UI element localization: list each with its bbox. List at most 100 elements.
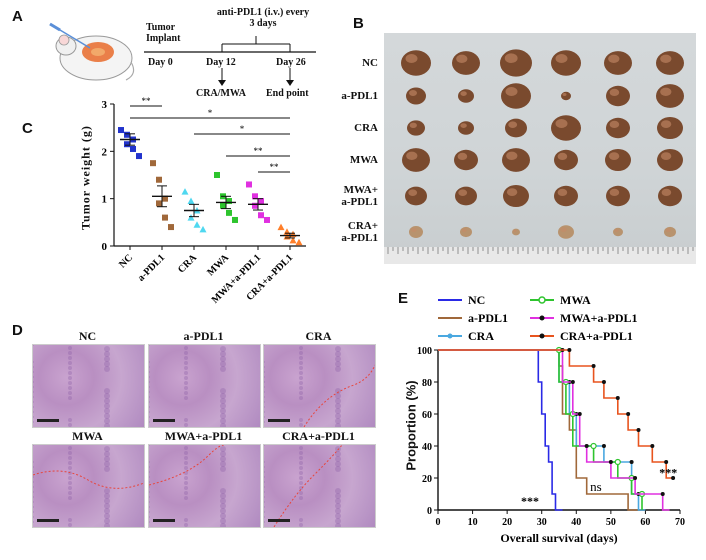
histology-texture	[149, 486, 150, 488]
tumor-specimen	[460, 226, 472, 238]
histology-texture	[299, 481, 303, 485]
tumor-highlight	[608, 152, 620, 160]
c-data-point	[156, 176, 162, 183]
histology-texture	[335, 403, 341, 409]
histology-texture	[68, 381, 72, 385]
histology-texture	[335, 518, 341, 524]
histology-texture	[33, 406, 34, 408]
scale-bar	[37, 519, 59, 522]
c-data-point	[220, 202, 226, 209]
histology-texture	[184, 418, 188, 422]
histology-texture	[184, 481, 188, 485]
c-data-point	[124, 141, 130, 148]
histology-texture	[68, 351, 72, 355]
histology-texture	[68, 491, 72, 495]
histology-texture	[184, 518, 188, 522]
tumor-group-label: MWA+ a-PDL1	[341, 184, 378, 208]
tumor-specimen	[656, 51, 684, 75]
histology-texture	[149, 401, 150, 403]
histology-texture	[184, 391, 188, 395]
histology-texture	[104, 366, 110, 372]
tumor-specimen	[554, 149, 578, 171]
c-data-point	[130, 145, 136, 152]
histology-image	[32, 444, 145, 528]
c-data-point	[136, 153, 142, 160]
tumor-specimen	[406, 87, 426, 105]
histology-texture	[264, 371, 265, 373]
histology-texture	[299, 396, 303, 400]
e-x-tick-label: 10	[468, 517, 478, 528]
histology-texture	[33, 376, 34, 378]
histology-texture	[104, 388, 110, 394]
histology-texture	[149, 506, 150, 508]
c-data-point	[162, 195, 168, 202]
c-sig-label: *	[240, 124, 245, 134]
histology-texture	[335, 408, 341, 414]
c-data-point	[277, 223, 285, 231]
c-data-point	[246, 181, 252, 188]
histology-texture	[149, 481, 150, 483]
histology-label: MWA+a-PDL1	[164, 429, 243, 443]
tumor-highlight	[560, 227, 567, 233]
histology-texture	[299, 476, 303, 480]
histology-texture	[335, 393, 341, 399]
ruler-strip	[384, 247, 696, 264]
histology-texture	[220, 513, 226, 519]
histology-texture	[149, 521, 150, 523]
histology-texture	[335, 466, 341, 472]
tumor-specimen	[502, 148, 530, 172]
histology-texture	[264, 376, 265, 378]
legend-drawing: NC MWA a-PDL1 MWA+a-PDL1 CRA CRA+a-PDL1	[438, 293, 638, 343]
histology-texture	[149, 476, 150, 478]
histology-texture	[33, 345, 34, 346]
histology-texture	[149, 516, 150, 518]
e-x-tick-label: 70	[675, 517, 685, 528]
histology-texture	[184, 486, 188, 490]
histology-texture	[149, 386, 150, 388]
histology-image	[32, 344, 145, 428]
tumor-group-label: CRA+ a-PDL1	[341, 220, 378, 244]
histology-texture	[104, 403, 110, 409]
histology-texture	[184, 381, 188, 385]
histology-texture	[264, 506, 265, 508]
histology-texture	[104, 523, 110, 527]
histology-texture	[299, 446, 303, 450]
c-data-point	[168, 224, 174, 231]
histology-texture	[264, 386, 265, 388]
histology-texture	[184, 376, 188, 380]
histology-texture	[299, 356, 303, 360]
tumor-highlight	[609, 88, 620, 96]
histology-texture	[299, 523, 303, 527]
panel-c-letter: C	[22, 120, 33, 137]
histology-texture	[33, 491, 34, 493]
survival-marker	[584, 444, 589, 448]
e-ns-label: ns	[590, 479, 602, 494]
histology-texture	[33, 401, 34, 403]
histology-texture	[149, 461, 150, 463]
cra-mwa-label: CRA/MWA	[196, 88, 246, 99]
legend-marker	[539, 315, 545, 321]
histology-texture	[68, 466, 72, 470]
histology-texture	[149, 396, 150, 398]
histology-label: CRA+a-PDL1	[282, 429, 355, 443]
histology-texture	[149, 371, 150, 373]
histology-texture	[68, 386, 72, 390]
histology-texture	[33, 506, 34, 508]
histology-texture	[149, 361, 150, 363]
histology-texture	[335, 346, 341, 352]
tumor-highlight	[505, 87, 518, 96]
mouse-illustration	[49, 22, 135, 81]
survival-marker	[601, 444, 606, 448]
histology-texture	[264, 366, 265, 368]
c-sig-label: **	[270, 162, 280, 172]
survival-marker	[629, 460, 634, 464]
histology-texture	[104, 498, 110, 504]
histology-texture	[299, 466, 303, 470]
c-sig-label: *	[208, 108, 213, 118]
histology-texture	[220, 488, 226, 494]
histology-texture	[220, 498, 226, 504]
histology-texture	[264, 411, 265, 413]
histology-texture	[299, 486, 303, 490]
c-data-point	[124, 131, 130, 138]
histology-texture	[104, 361, 110, 367]
